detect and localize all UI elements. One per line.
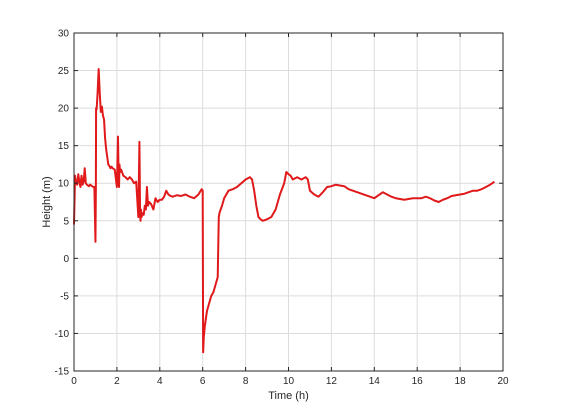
- y-tick-label: -10: [55, 329, 70, 340]
- x-tick-label: 14: [369, 376, 381, 387]
- y-axis-label: Height (m): [41, 176, 53, 227]
- series-layer: [74, 69, 494, 352]
- y-tick-label: -5: [60, 291, 69, 302]
- x-tick-label: 2: [114, 376, 120, 387]
- y-tick-label: 25: [58, 66, 70, 77]
- height-series-line: [74, 69, 494, 352]
- x-axis-label: Time (h): [268, 390, 309, 402]
- y-tick-label: 5: [63, 216, 69, 227]
- x-tick-label: 18: [455, 376, 467, 387]
- y-tick-label: 0: [63, 254, 69, 265]
- x-tick-label: 16: [412, 376, 424, 387]
- x-tick-label: 4: [157, 376, 163, 387]
- x-tick-label: 10: [283, 376, 295, 387]
- x-tick-label: 0: [71, 376, 77, 387]
- x-tick-label: 12: [326, 376, 338, 387]
- x-tick-label: 6: [200, 376, 206, 387]
- y-tick-label: 15: [58, 141, 70, 152]
- y-tick-label: 30: [58, 29, 70, 40]
- x-tick-label: 20: [497, 376, 509, 387]
- y-tick-label: 10: [58, 179, 70, 190]
- y-tick-label: -15: [55, 367, 70, 378]
- x-tick-label: 8: [243, 376, 249, 387]
- y-tick-label: 20: [58, 104, 70, 115]
